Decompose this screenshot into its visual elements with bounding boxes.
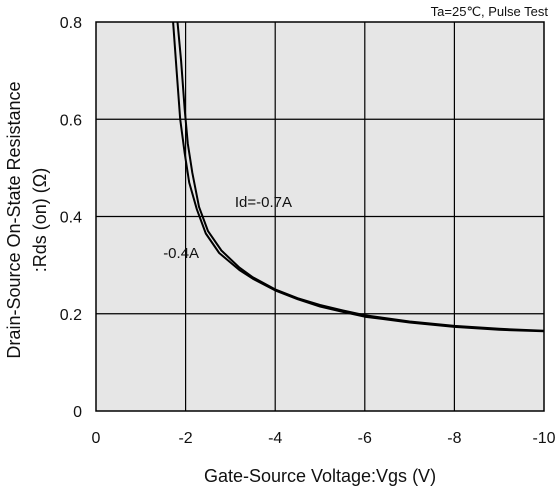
x-tick-label: -10	[532, 430, 555, 447]
x-tick-label: -2	[178, 430, 192, 447]
y-tick-label: 0.2	[60, 307, 82, 324]
condition-note: Ta=25℃, Pulse Test	[431, 4, 549, 19]
series-group	[172, 21, 545, 333]
plot-frame	[95, 21, 545, 412]
x-tick-labels: 0 -2 -4 -6 -8 -10	[92, 430, 556, 447]
y-tick-labels: 0 0.2 0.4 0.6 0.8	[60, 15, 82, 421]
y-axis-label-line2: :Rds (on) (Ω)	[30, 168, 50, 272]
y-tick-label: 0.4	[60, 210, 82, 227]
annotations: Id=-0.7A -0.4A	[163, 194, 292, 262]
y-axis-label-line1: Drain-Source On-State Resistance	[4, 81, 24, 358]
y-tick-label: 0.8	[60, 15, 82, 32]
y-tick-label: 0.6	[60, 112, 82, 129]
series-line	[172, 21, 545, 333]
x-tick-label: 0	[92, 430, 101, 447]
x-tick-label: -8	[447, 430, 461, 447]
series-annotation: Id=-0.7A	[235, 194, 292, 211]
grid	[96, 22, 544, 411]
x-tick-label: -6	[358, 430, 372, 447]
x-tick-label: -4	[268, 430, 282, 447]
series-annotation: -0.4A	[163, 245, 199, 262]
x-axis-label: Gate-Source Voltage:Vgs (V)	[204, 466, 436, 486]
y-tick-label: 0	[73, 404, 82, 421]
